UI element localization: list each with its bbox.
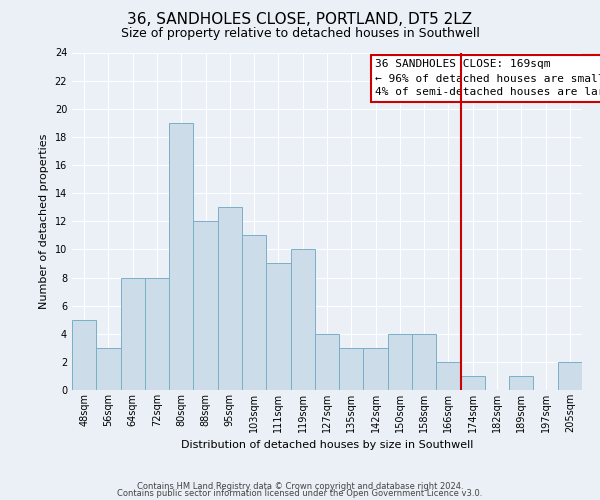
- Bar: [96, 348, 121, 390]
- Text: Contains HM Land Registry data © Crown copyright and database right 2024.: Contains HM Land Registry data © Crown c…: [137, 482, 463, 491]
- Bar: [218, 207, 242, 390]
- Bar: [461, 376, 485, 390]
- Text: 36 SANDHOLES CLOSE: 169sqm
← 96% of detached houses are smaller (116)
4% of semi: 36 SANDHOLES CLOSE: 169sqm ← 96% of deta…: [376, 59, 600, 97]
- Bar: [193, 221, 218, 390]
- X-axis label: Distribution of detached houses by size in Southwell: Distribution of detached houses by size …: [181, 440, 473, 450]
- Bar: [121, 278, 145, 390]
- Bar: [72, 320, 96, 390]
- Text: Size of property relative to detached houses in Southwell: Size of property relative to detached ho…: [121, 28, 479, 40]
- Bar: [509, 376, 533, 390]
- Bar: [436, 362, 461, 390]
- Text: Contains public sector information licensed under the Open Government Licence v3: Contains public sector information licen…: [118, 489, 482, 498]
- Bar: [388, 334, 412, 390]
- Bar: [169, 123, 193, 390]
- Bar: [242, 236, 266, 390]
- Bar: [364, 348, 388, 390]
- Bar: [339, 348, 364, 390]
- Bar: [412, 334, 436, 390]
- Bar: [558, 362, 582, 390]
- Bar: [315, 334, 339, 390]
- Y-axis label: Number of detached properties: Number of detached properties: [39, 134, 49, 309]
- Bar: [266, 264, 290, 390]
- Bar: [290, 250, 315, 390]
- Bar: [145, 278, 169, 390]
- Text: 36, SANDHOLES CLOSE, PORTLAND, DT5 2LZ: 36, SANDHOLES CLOSE, PORTLAND, DT5 2LZ: [127, 12, 473, 28]
